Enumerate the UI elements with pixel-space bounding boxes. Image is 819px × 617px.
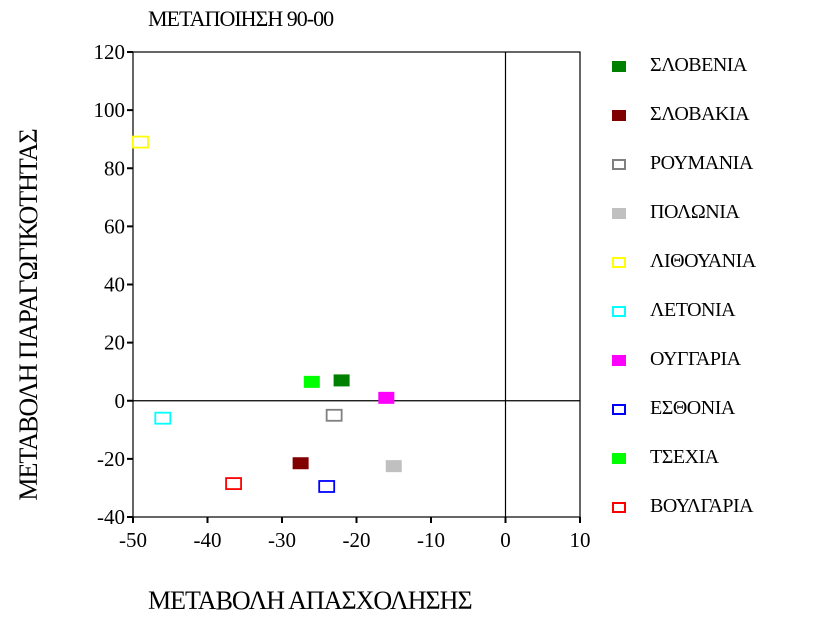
legend-swatch: [612, 306, 626, 317]
y-tick-label: 60: [104, 214, 125, 238]
legend-swatch: [612, 208, 626, 219]
data-point: [378, 391, 395, 404]
legend-swatch: [612, 61, 626, 72]
data-point: [292, 457, 309, 470]
x-tick-label: -30: [268, 528, 296, 552]
y-tick-label: -40: [97, 505, 125, 529]
legend-label: ΛΙΘΟΥΑΝΙΑ: [650, 250, 756, 272]
x-tick-label: -10: [417, 528, 445, 552]
legend-label: ΕΣΘΟΝΙΑ: [650, 397, 735, 419]
data-point: [225, 477, 242, 490]
plot-frame: [132, 51, 581, 518]
x-tick-label: -20: [343, 528, 371, 552]
legend-label: ΛΕΤΟΝΙΑ: [650, 299, 736, 321]
legend-swatch: [612, 355, 626, 366]
legend-label: ΤΣΕΧΙΑ: [650, 446, 719, 468]
data-point: [333, 374, 350, 387]
y-tick-label: -20: [97, 447, 125, 471]
legend-swatch: [612, 110, 626, 121]
x-axis-label: ΜΕΤΑΒΟΛΗ ΑΠΑΣΧΟΛΗΣΗΣ: [148, 586, 473, 615]
y-tick-label: 80: [104, 156, 125, 180]
data-point: [303, 375, 320, 388]
x-tick-label: 10: [570, 528, 591, 552]
legend-swatch: [612, 404, 626, 415]
y-tick-label: 40: [104, 273, 125, 297]
legend-label: ΠΟΛΩΝΙΑ: [650, 201, 740, 223]
y-tick-label: 120: [94, 40, 126, 64]
legend-label: ΒΟΥΛΓΑΡΙΑ: [650, 495, 754, 517]
y-tick-label: 0: [115, 389, 126, 413]
x-tick-label: -40: [194, 528, 222, 552]
data-point: [132, 135, 149, 149]
data-point: [154, 411, 172, 425]
legend-label: ΡΟΥΜΑΝΙΑ: [650, 152, 753, 174]
data-point: [325, 408, 343, 422]
legend-swatch: [612, 453, 626, 464]
legend-label: ΟΥΓΓΑΡΙΑ: [650, 348, 741, 370]
x-tick-label: 0: [500, 528, 511, 552]
legend-label: ΣΛΟΒΑΚΙΑ: [650, 103, 750, 125]
legend-label: ΣΛΟΒΕΝΙΑ: [650, 54, 747, 76]
data-point: [385, 460, 402, 473]
data-point: [318, 480, 336, 493]
legend-swatch: [612, 257, 626, 268]
x-tick-label: -50: [119, 528, 147, 552]
y-tick-label: 100: [94, 98, 126, 122]
chart-title: ΜΕΤΑΠΟΙΗΣΗ 90-00: [148, 6, 334, 31]
y-tick-label: 20: [104, 331, 125, 355]
legend-swatch: [612, 502, 626, 513]
legend-swatch: [612, 159, 626, 170]
